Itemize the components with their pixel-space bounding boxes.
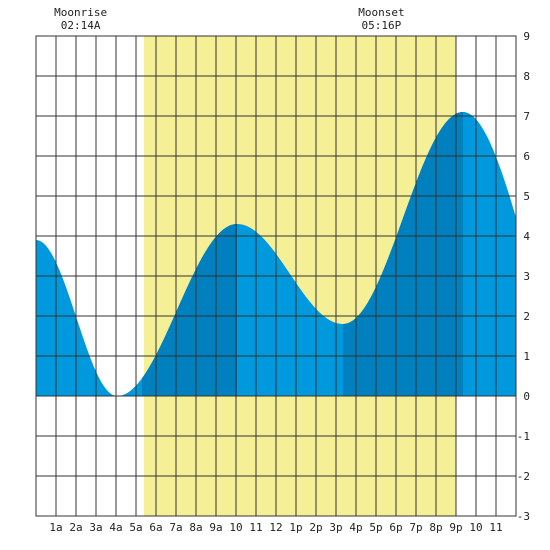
tide-area-band-1 — [142, 224, 237, 396]
x-tick-label: 6a — [149, 521, 162, 534]
x-tick-label: 2a — [69, 521, 82, 534]
y-tick-label: 6 — [523, 150, 530, 163]
x-tick-label: 9p — [449, 521, 462, 534]
tide-area-band-2 — [343, 112, 463, 396]
x-tick-label: 3a — [89, 521, 102, 534]
y-tick-label: 8 — [523, 70, 530, 83]
y-tick-label: -1 — [517, 430, 530, 443]
x-tick-label: 6p — [389, 521, 402, 534]
x-tick-label: 7a — [169, 521, 182, 534]
x-tick-label: 11 — [489, 521, 502, 534]
y-tick-label: -3 — [517, 510, 530, 523]
x-tick-label: 12 — [269, 521, 282, 534]
x-tick-label: 4a — [109, 521, 122, 534]
x-tick-label: 10 — [469, 521, 482, 534]
x-tick-label: 8a — [189, 521, 202, 534]
plot-frame — [35, 35, 517, 517]
x-tick-label: 8p — [429, 521, 442, 534]
annotation-time: 05:16P — [362, 19, 402, 32]
x-tick-label: 5a — [129, 521, 142, 534]
x-tick-label: 11 — [249, 521, 262, 534]
annotation-time: 02:14A — [61, 19, 101, 32]
y-tick-label: 3 — [523, 270, 530, 283]
y-tick-label: 1 — [523, 350, 530, 363]
y-tick-label: 7 — [523, 110, 530, 123]
y-tick-label: 5 — [523, 190, 530, 203]
y-tick-label: 4 — [523, 230, 530, 243]
y-tick-label: -2 — [517, 470, 530, 483]
x-tick-label: 3p — [329, 521, 342, 534]
y-tick-label: 2 — [523, 310, 530, 323]
annotation-title: Moonset — [358, 6, 404, 19]
x-tick-label: 1p — [289, 521, 302, 534]
y-tick-label: 9 — [523, 30, 530, 43]
x-tick-label: 10 — [229, 521, 242, 534]
x-tick-label: 4p — [349, 521, 362, 534]
y-tick-label: 0 — [523, 390, 530, 403]
x-tick-label: 7p — [409, 521, 422, 534]
annotation-title: Moonrise — [54, 6, 107, 19]
x-tick-label: 2p — [309, 521, 322, 534]
x-tick-label: 1a — [49, 521, 62, 534]
x-tick-label: 5p — [369, 521, 382, 534]
x-tick-label: 9a — [209, 521, 222, 534]
